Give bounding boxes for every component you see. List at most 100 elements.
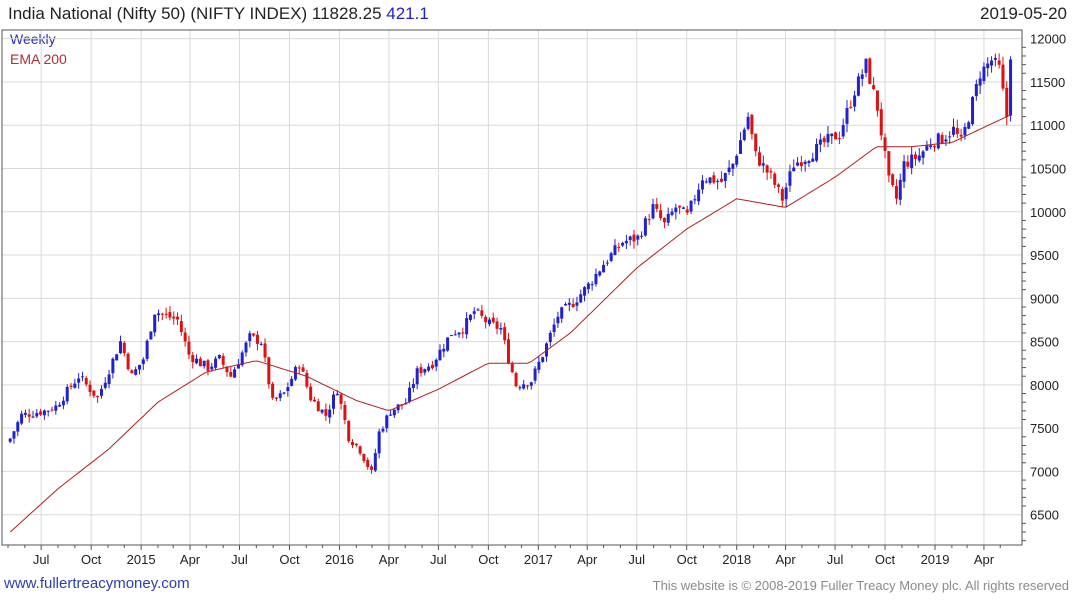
candle-body [662,218,666,223]
candle-body [35,413,39,417]
y-tick-label: 9500 [1030,248,1059,263]
title-text: India National (Nifty 50) (NIFTY INDEX) … [8,4,382,23]
candle-body [351,441,355,446]
candle-body [217,354,221,359]
candle-body [8,438,12,442]
x-tick-label: Oct [875,552,896,567]
candle-body [96,395,100,398]
candle-body [286,387,290,392]
candle-body [974,83,978,97]
y-axis: 6500 7000 7500 8000 8500 9000 9500 10000 10500 11… [1022,32,1066,542]
candle-body [331,394,335,409]
candle-body [358,446,362,454]
candle-body [586,283,590,290]
candle-body [971,96,975,125]
candle-body [377,431,381,454]
candle-body [719,178,723,182]
candle-body [419,367,423,373]
candle-body [556,316,560,324]
candle-body [841,125,845,137]
candle-body [267,357,271,385]
candle-body [141,359,145,365]
candle-body [225,366,229,373]
candle-body [134,369,138,375]
candle-body [872,85,876,90]
candle-body [613,245,617,255]
candle-body [206,360,210,371]
price-change: 421.1 [386,4,429,23]
x-tick-label: Apr [974,552,995,567]
x-tick-label: 2016 [325,552,354,567]
candle-body [430,364,434,369]
candle-body [860,74,864,79]
candle-body [803,161,807,165]
candle-body [990,60,994,66]
x-tick-label: 2015 [127,552,156,567]
candle-body [195,358,199,364]
candle-body [758,152,762,166]
y-tick-label: 8000 [1030,378,1059,393]
candles [8,53,1013,474]
candle-body [822,137,826,143]
candle-body [921,151,925,158]
y-tick-label: 6500 [1030,508,1059,523]
candle-body [887,151,891,176]
candle-body [670,211,674,215]
candle-body [883,137,887,151]
x-tick-label: Oct [81,552,102,567]
candle-body [579,294,583,303]
candle-body [58,404,62,407]
candle-body [149,331,153,340]
candle-body [697,189,701,202]
x-tick-label: Oct [279,552,300,567]
candle-body [31,416,35,418]
candle-body [506,339,510,364]
candle-body [491,317,495,323]
candle-body [138,364,142,370]
candle-body [271,383,275,398]
candle-body [191,355,195,362]
candle-body [16,422,20,432]
candle-body [214,358,218,368]
candle-body [700,180,704,190]
site-link[interactable]: www.fullertreacymoney.com [4,575,190,592]
candle-body [712,175,716,183]
candle-body [552,324,556,332]
candle-body [997,60,1001,65]
candle-body [906,161,910,167]
candle-body [727,167,731,173]
candle-body [952,126,956,135]
candle-body [183,332,187,342]
candle-body [651,204,655,219]
candle-body [917,155,921,161]
x-tick-label: Jul [231,552,248,567]
candle-body [164,313,168,315]
candle-body [514,373,518,387]
candle-body [902,161,906,182]
x-tick-label: 2018 [722,552,751,567]
candle-body [738,140,742,154]
y-tick-label: 10500 [1030,161,1066,176]
candle-body [259,343,263,345]
candle-body [480,310,484,316]
candle-body [103,382,107,388]
candle-body [1009,59,1013,116]
candle-body [769,171,773,173]
candle-body [624,240,628,244]
candle-body [602,264,606,273]
candle-body [408,387,412,402]
candle-body [879,109,883,136]
candle-body [868,58,872,84]
legend-ema: EMA 200 [10,51,67,67]
candle-body [362,453,366,461]
candle-body [324,409,328,416]
candle-body [415,368,419,385]
candle-body [982,66,986,81]
candle-body [427,366,431,371]
candle-body [42,410,46,416]
candle-body [632,234,636,242]
candle-body [297,367,301,369]
candle-body [666,213,670,223]
candle-body [389,414,393,416]
